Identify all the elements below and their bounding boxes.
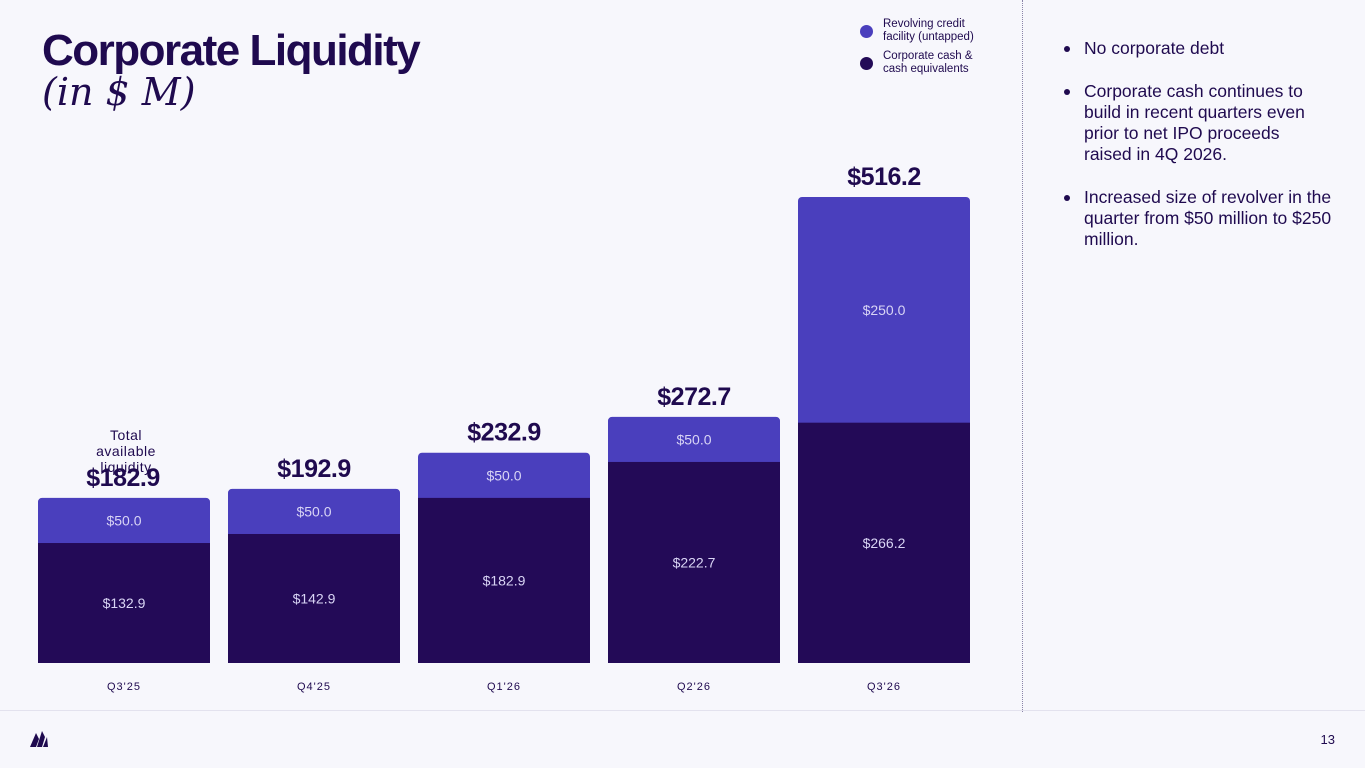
x-tick-label: Q2'26 [677,681,711,693]
bullet-list: No corporate debt Corporate cash continu… [1062,38,1332,272]
footer-divider [0,710,1365,711]
total-label: $192.9 [277,455,350,483]
bar-cash [798,422,970,663]
bar-cash [418,497,590,663]
total-liquidity-annotation: Total available liquidity [96,427,156,475]
data-label-revolver: $50.0 [296,503,331,519]
legend-swatch-revolver [860,24,873,38]
data-label-cash: $132.9 [103,595,146,611]
bullet-item: Increased size of revolver in the quarte… [1062,187,1332,250]
data-label-revolver: $50.0 [676,431,711,447]
bar-cash [608,461,780,663]
bar-cash [228,533,400,663]
data-label-revolver: $50.0 [486,467,521,483]
data-label-revolver: $250.0 [863,302,906,318]
page-subtitle: (in $ M) [42,70,196,114]
total-label: $182.9 [86,464,159,492]
x-tick-label: Q1'26 [487,681,521,693]
total-label: $272.7 [657,383,730,411]
bar-revolver [608,416,780,466]
bullet-item: Corporate cash continues to build in rec… [1062,81,1332,165]
data-label-revolver: $50.0 [106,512,141,528]
total-label: $516.2 [847,163,920,191]
data-label-cash: $266.2 [863,535,906,551]
page-title: Corporate Liquidity [42,26,421,75]
bar-revolver [38,497,210,548]
legend-label-revolver: Revolving credit facility (untapped) [883,18,974,43]
company-logo-icon [30,731,48,747]
data-label-cash: $182.9 [483,572,526,588]
legend-item-cash: Corporate cash & cash equivalents [860,50,988,76]
data-label-cash: $222.7 [673,554,716,570]
legend-swatch-cash [860,56,873,70]
bullet-item: No corporate debt [1062,38,1332,59]
legend-label-cash: Corporate cash & cash equivalents [883,50,973,75]
total-label: $232.9 [467,419,540,447]
page-number: 13 [1320,732,1335,747]
chart-legend: Revolving credit facility (untapped) Cor… [860,18,988,82]
vertical-divider [1022,0,1023,712]
x-tick-label: Q4'25 [297,681,331,693]
bar-revolver [418,452,590,502]
bar-revolver [228,488,400,538]
bar-cash [38,543,210,663]
legend-item-revolver: Revolving credit facility (untapped) [860,18,988,44]
x-tick-label: Q3'25 [107,681,141,693]
bar-revolver [798,197,970,427]
x-tick-label: Q3'26 [867,681,901,693]
liquidity-bar-chart: $50.0 $132.9 $182.9 Q3'25 Total available liqu… [38,163,970,693]
data-label-cash: $142.9 [293,590,336,606]
